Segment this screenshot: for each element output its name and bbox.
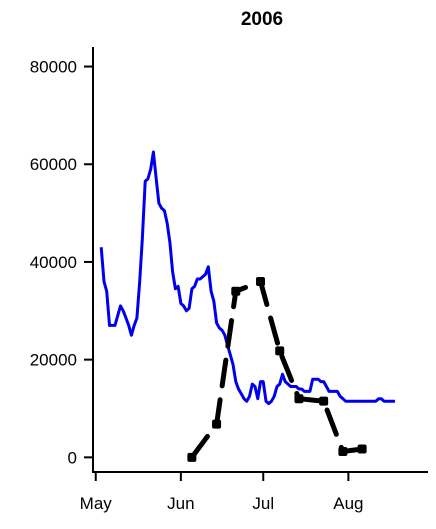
y-tick-label: 40000 bbox=[30, 253, 77, 272]
y-tick-label: 80000 bbox=[30, 58, 77, 77]
series-point bbox=[256, 276, 265, 286]
series-point bbox=[357, 444, 367, 454]
y-tick-label: 0 bbox=[68, 448, 77, 467]
series-point bbox=[338, 446, 348, 456]
x-tick-label: Jul bbox=[252, 494, 274, 513]
series-point bbox=[187, 452, 197, 462]
y-tick-label: 20000 bbox=[30, 351, 77, 370]
axes: 0 20000 40000 60000 80000 May Jun Jul Aug bbox=[30, 47, 428, 513]
x-tick-label: May bbox=[80, 494, 113, 513]
series-line-0 bbox=[99, 150, 395, 406]
axis-frame bbox=[92, 47, 428, 473]
series-point bbox=[231, 286, 241, 296]
x-tick-label: Aug bbox=[333, 494, 363, 513]
series-point bbox=[212, 419, 222, 429]
y-tick-label: 60000 bbox=[30, 155, 77, 174]
series-point bbox=[275, 346, 285, 356]
series-point bbox=[319, 396, 329, 406]
series-line-1 bbox=[189, 279, 365, 460]
series-point bbox=[294, 394, 304, 404]
chart-title: 2006 bbox=[241, 9, 283, 30]
x-tick-label: Jun bbox=[167, 494, 194, 513]
series-layer bbox=[99, 150, 395, 462]
